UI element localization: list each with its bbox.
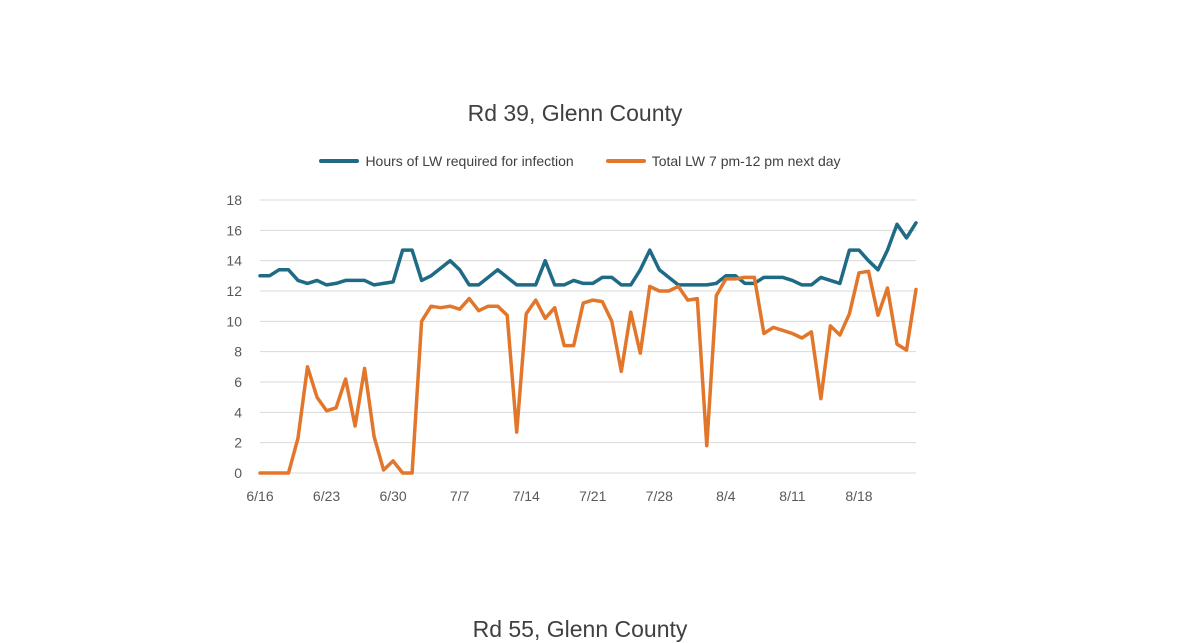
x-tick-label-7-14: 7/14 bbox=[513, 488, 540, 504]
legend-swatch-total-lw bbox=[605, 159, 646, 163]
y-tick-label-12: 12 bbox=[226, 283, 242, 299]
y-tick-label-4: 4 bbox=[234, 404, 242, 420]
x-tick-label-6-30: 6/30 bbox=[379, 488, 406, 504]
line-chart-plot: 0 2 4 6 8 10 12 14 16 18 6/16 6/23 6/30 7/7 7/14 7/21 7/… bbox=[226, 192, 918, 504]
x-tick-label-8-4: 8/4 bbox=[716, 488, 736, 504]
y-tick-label-14: 14 bbox=[226, 253, 242, 269]
y-tick-label-2: 2 bbox=[234, 435, 242, 451]
y-tick-label-0: 0 bbox=[234, 465, 242, 481]
x-tick-label-7-21: 7/21 bbox=[579, 488, 606, 504]
y-tick-label-18: 18 bbox=[226, 192, 242, 208]
legend-item-total-lw: Total LW 7 pm-12 pm next day bbox=[605, 153, 841, 169]
x-tick-label-8-18: 8/18 bbox=[845, 488, 872, 504]
legend-label-lw-required: Hours of LW required for infection bbox=[365, 153, 574, 169]
x-tick-label-8-11: 8/11 bbox=[779, 488, 805, 504]
series-line-0 bbox=[258, 221, 918, 287]
y-tick-label-10: 10 bbox=[226, 313, 242, 329]
y-tick-label-16: 16 bbox=[226, 222, 242, 238]
y-tick-label-6: 6 bbox=[234, 374, 242, 390]
x-tick-label-7-28: 7/28 bbox=[646, 488, 673, 504]
x-tick-label-7-7: 7/7 bbox=[450, 488, 470, 504]
chart-legend: Hours of LW required for infection Total… bbox=[0, 153, 1160, 169]
legend-label-total-lw: Total LW 7 pm-12 pm next day bbox=[651, 153, 841, 169]
series-line-1 bbox=[258, 269, 918, 475]
legend-swatch-lw-required bbox=[319, 159, 360, 163]
y-tick-label-8: 8 bbox=[234, 344, 242, 360]
legend-item-lw-required: Hours of LW required for infection bbox=[319, 153, 574, 169]
x-tick-label-6-16: 6/16 bbox=[246, 488, 273, 504]
chart-title: Rd 39, Glenn County bbox=[467, 100, 683, 126]
x-tick-label-6-23: 6/23 bbox=[313, 488, 340, 504]
